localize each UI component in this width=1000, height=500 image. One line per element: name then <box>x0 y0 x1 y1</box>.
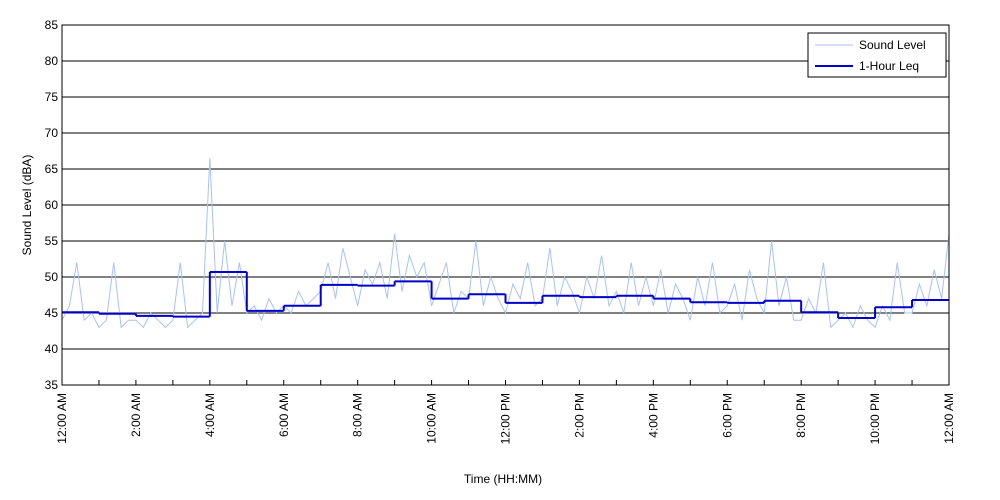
x-tick-label: 6:00 AM <box>277 393 291 437</box>
legend-box <box>807 32 947 78</box>
legend-label: Sound Level <box>859 38 926 52</box>
x-tick-label: 12:00 AM <box>55 393 69 444</box>
y-tick-label: 60 <box>45 198 59 212</box>
x-tick-label: 8:00 AM <box>351 393 365 437</box>
x-tick-label: 12:00 AM <box>942 393 956 444</box>
x-tick-label: 6:00 PM <box>720 393 734 438</box>
legend-label: 1-Hour Leq <box>859 59 919 73</box>
x-tick-label: 2:00 AM <box>129 393 143 437</box>
plot-frame <box>61 24 950 386</box>
y-tick-label: 80 <box>45 54 59 68</box>
legend: Sound Level 1-Hour Leq <box>807 32 947 78</box>
y-tick-label: 65 <box>45 162 59 176</box>
y-tick-label: 75 <box>45 90 59 104</box>
y-tick-label: 45 <box>45 306 59 320</box>
y-tick-label: 40 <box>45 342 59 356</box>
x-tick-label: 4:00 PM <box>646 393 660 438</box>
sound-level-line <box>61 158 950 329</box>
y-tick-label: 85 <box>45 18 59 32</box>
y-tick-label: 50 <box>45 270 59 284</box>
y-tick-label: 70 <box>45 126 59 140</box>
y-tick-label: 55 <box>45 234 59 248</box>
y-axis-label: Sound Level (dBA) <box>20 155 34 256</box>
y-tick-label: 35 <box>45 378 59 392</box>
x-tick-label: 12:00 PM <box>499 393 513 444</box>
x-tick-label: 10:00 AM <box>425 393 439 444</box>
x-tick-label: 8:00 PM <box>794 393 808 438</box>
x-tick-label: 2:00 PM <box>572 393 586 438</box>
x-tick-label: 10:00 PM <box>868 393 882 444</box>
x-tick-label: 4:00 AM <box>203 393 217 437</box>
x-axis-label: Time (HH:MM) <box>464 472 542 486</box>
